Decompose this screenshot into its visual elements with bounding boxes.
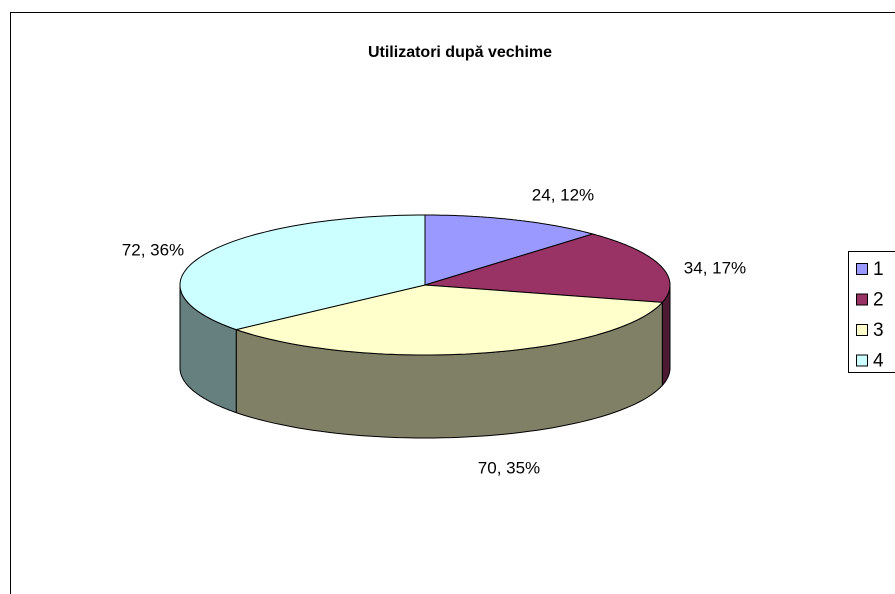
pie-slice	[179, 214, 426, 331]
data-label: 70, 35%	[478, 458, 540, 477]
data-label: 34, 17%	[684, 258, 746, 277]
legend-label: 3	[873, 320, 884, 341]
pie-slice	[424, 214, 595, 286]
legend-label: 2	[873, 290, 884, 311]
pie-slice	[424, 233, 671, 303]
pie-slice	[234, 284, 664, 356]
legend-swatch	[856, 324, 868, 336]
chart-title: Utilizatori după vechime	[368, 44, 552, 61]
legend-swatch	[856, 354, 868, 367]
legend-swatch	[856, 263, 868, 275]
legend-label: 1	[873, 259, 884, 280]
legend	[848, 251, 895, 373]
data-label: 24, 12%	[532, 185, 594, 204]
legend-label: 4	[873, 351, 884, 372]
data-label: 72, 36%	[122, 240, 184, 259]
legend-swatch	[856, 293, 868, 306]
